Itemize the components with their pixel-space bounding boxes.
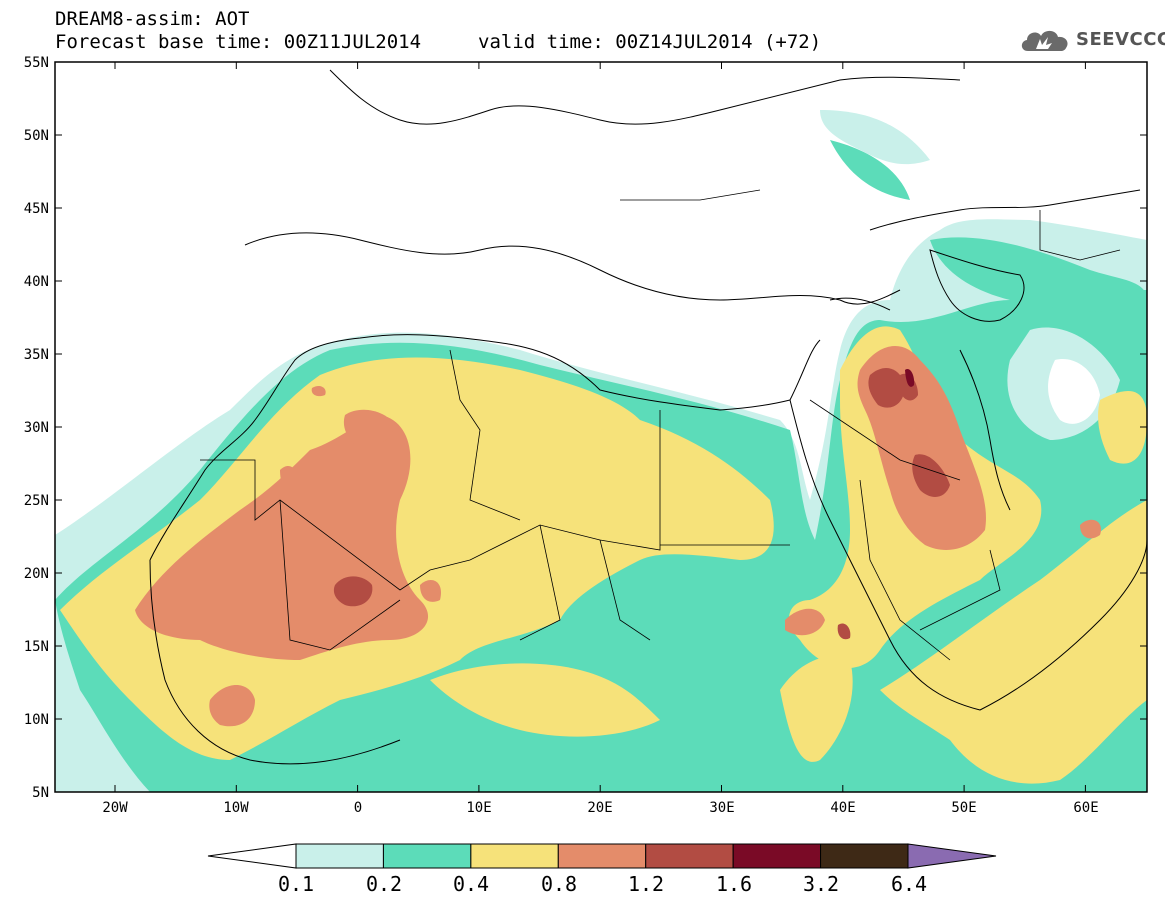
colorbar <box>207 843 997 869</box>
lat-label-10n: 10N <box>23 712 49 728</box>
aot-clear-patches <box>1048 359 1100 424</box>
colorbar-box <box>820 843 909 869</box>
colorbar-box <box>645 843 734 869</box>
colorbar-box <box>295 843 384 869</box>
aot-contours <box>55 110 1147 792</box>
lon-label-0: 0 <box>353 800 363 816</box>
colorbar-low-arrow <box>207 843 297 869</box>
colorbar-boxes <box>295 843 909 869</box>
colorbar-label-1.6: 1.6 <box>715 872 753 896</box>
lon-label-50e: 50E <box>951 800 977 816</box>
valid-time: valid time: 00Z14JUL2014 (+72) <box>478 31 822 53</box>
lat-label-20n: 20N <box>23 566 49 582</box>
logo-text: SEEVCCC <box>1076 29 1165 50</box>
cloud-icon <box>1021 30 1068 51</box>
lat-label-35n: 35N <box>23 347 49 363</box>
lon-label-60e: 60E <box>1073 800 1099 816</box>
lat-label-45n: 45N <box>23 201 49 217</box>
map-title: DREAM8-assim: AOT <box>55 8 250 30</box>
colorbar-high-arrow <box>907 843 997 869</box>
lon-label-10e: 10E <box>466 800 492 816</box>
lon-label-40e: 40E <box>830 800 856 816</box>
forecast-base-time: Forecast base time: 00Z11JUL2014 <box>55 31 422 53</box>
lon-label-10w: 10W <box>223 800 249 816</box>
colorbar-label-0.4: 0.4 <box>452 872 490 896</box>
colorbar-box <box>470 843 559 869</box>
colorbar-label-3.2: 3.2 <box>802 872 840 896</box>
lat-label-50n: 50N <box>23 128 49 144</box>
lat-label-15n: 15N <box>23 639 49 655</box>
lon-label-30e: 30E <box>709 800 735 816</box>
colorbar-box <box>382 843 472 869</box>
colorbar-label-0.2: 0.2 <box>365 872 403 896</box>
colorbar-box <box>732 843 822 869</box>
lat-label-30n: 30N <box>23 420 49 436</box>
aot-level-0.4 <box>60 326 1147 784</box>
country-borders <box>200 189 1121 661</box>
coastlines <box>149 69 1147 765</box>
lon-label-20w: 20W <box>102 800 128 816</box>
lat-label-25n: 25N <box>23 493 49 509</box>
colorbar-label-6.4: 6.4 <box>890 872 928 896</box>
colorbar-box <box>557 843 647 869</box>
lat-label-5n: 5N <box>32 785 49 801</box>
axis-ticks <box>55 61 1147 793</box>
lat-label-40n: 40N <box>23 274 49 290</box>
colorbar-label-0.1: 0.1 <box>277 872 315 896</box>
seevccc-logo: SEEVCCC <box>1018 25 1165 55</box>
aot-level-1.6 <box>905 369 915 387</box>
colorbar-label-0.8: 0.8 <box>540 872 578 896</box>
colorbar-label-1.2: 1.2 <box>627 872 665 896</box>
lat-label-55n: 55N <box>23 55 49 71</box>
lon-label-20e: 20E <box>587 800 613 816</box>
